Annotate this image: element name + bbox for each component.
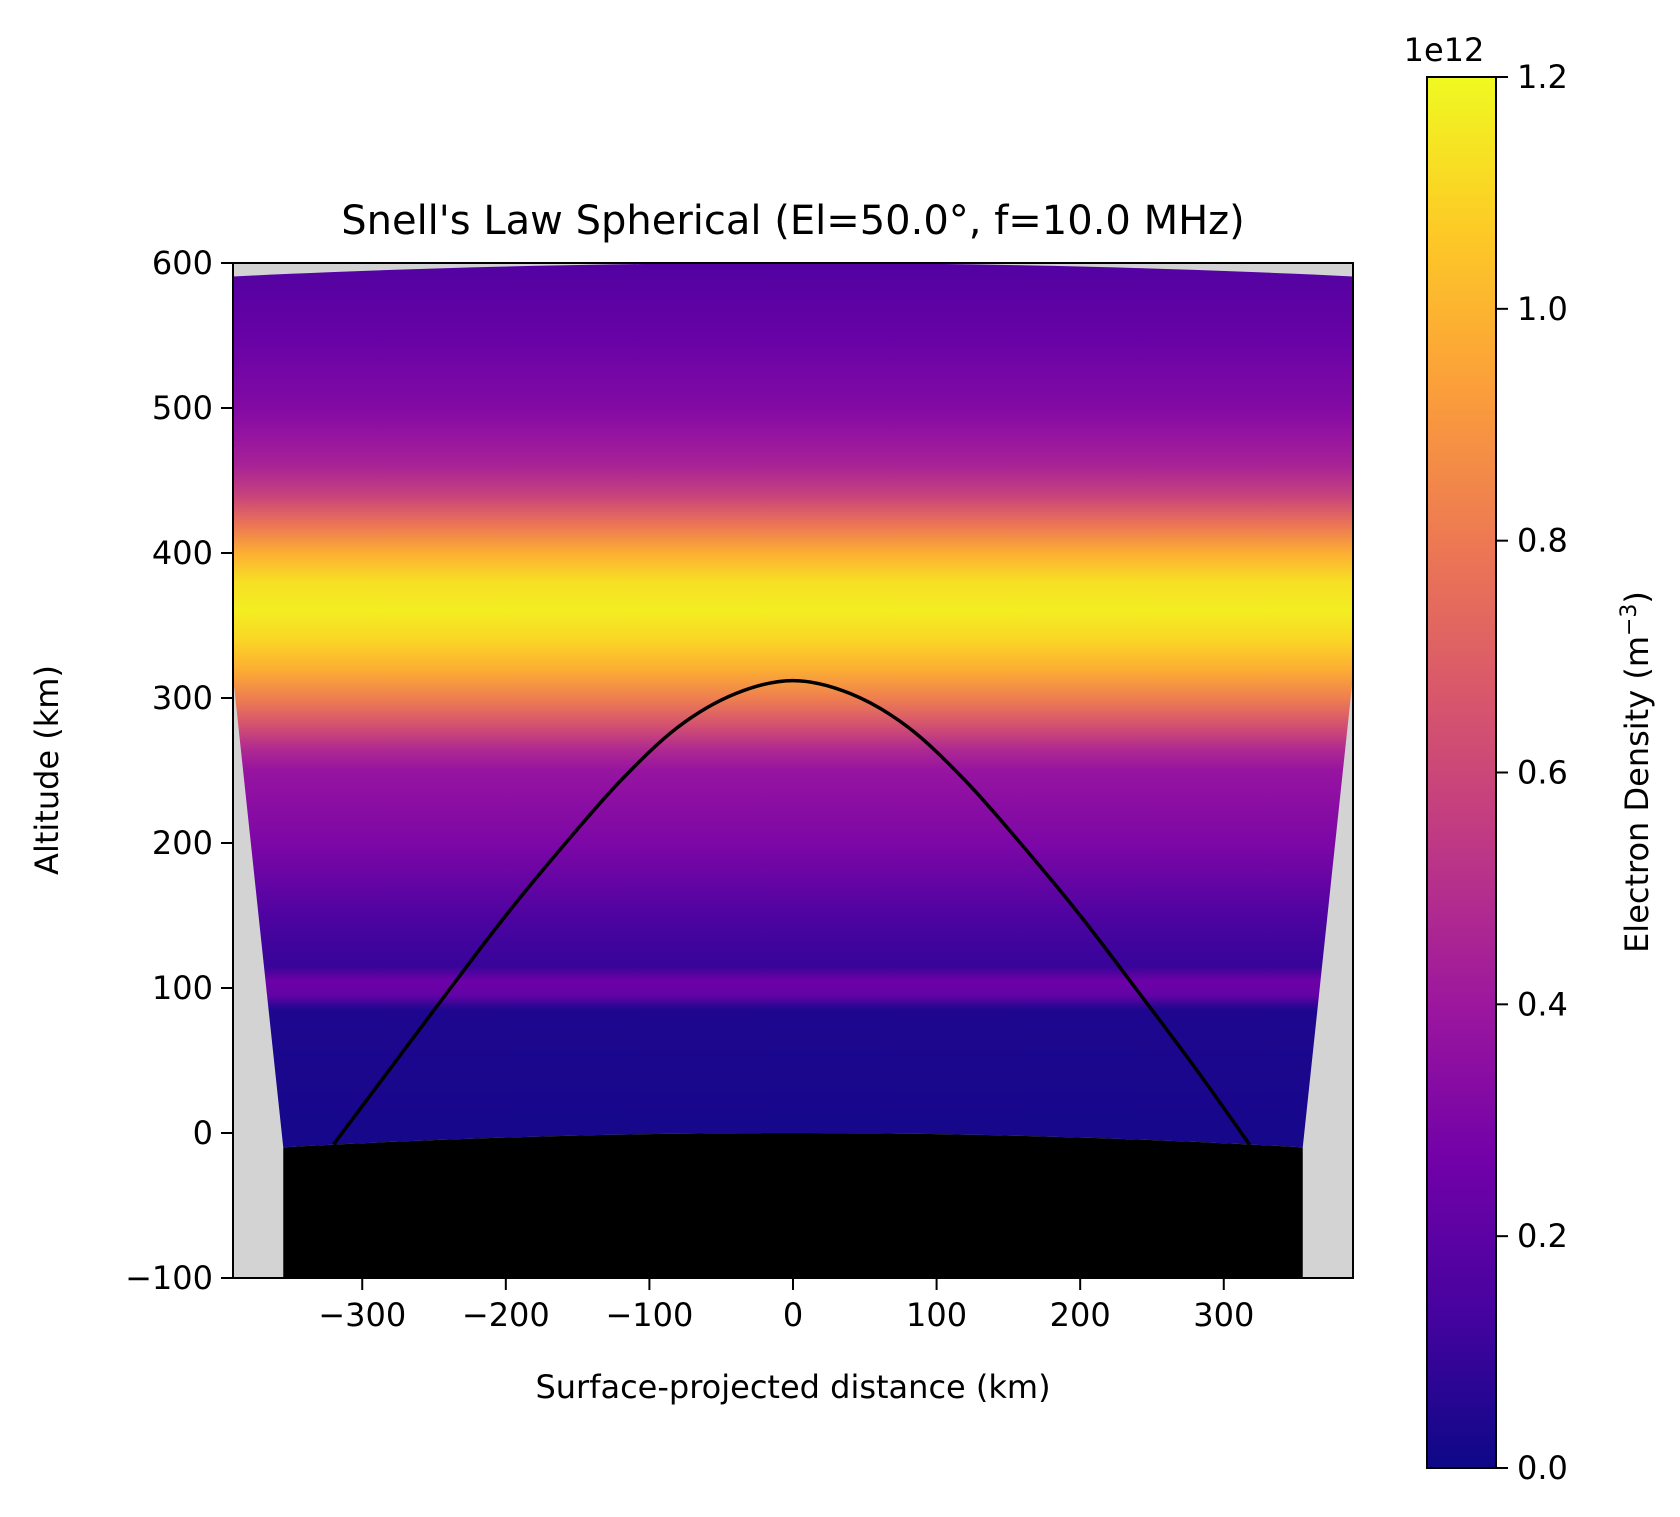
y-axis: −100 0 100 200 300 400 500 600 — [125, 244, 233, 1297]
y-tick-label: 600 — [152, 244, 213, 282]
colorbar-tick-label: 0.6 — [1517, 754, 1568, 792]
y-tick-label: 300 — [152, 679, 213, 717]
electron-density-field — [233, 263, 1353, 1148]
colorbar-tick-label: 0.8 — [1517, 522, 1568, 560]
colorbar-offset-text: 1e12 — [1404, 31, 1485, 69]
earth-ground — [283, 1133, 1303, 1278]
y-tick-label: 200 — [152, 824, 213, 862]
colorbar-tick-label: 0.4 — [1517, 985, 1568, 1023]
y-axis-label: Altitude (km) — [28, 665, 66, 875]
y-tick-label: 100 — [152, 969, 213, 1007]
y-tick-label: 400 — [152, 534, 213, 572]
y-tick-label: 0 — [193, 1114, 213, 1152]
x-axis: −300 −200 −100 0 100 200 300 — [318, 1278, 1254, 1334]
colorbar-ticks: 0.0 0.2 0.4 0.6 0.8 1.0 1.2 — [1496, 58, 1568, 1487]
plot-area — [232, 262, 1354, 1279]
colorbar-label-close: ) — [1618, 591, 1656, 603]
colorbar-gradient — [1427, 77, 1496, 1468]
x-tick-label: −100 — [605, 1296, 693, 1334]
x-tick-label: 300 — [1193, 1296, 1254, 1334]
x-tick-label: 100 — [906, 1296, 967, 1334]
ray-path — [332, 678, 1252, 1146]
y-tick-label: −100 — [125, 1259, 213, 1297]
colorbar-tick-label: 0.2 — [1517, 1217, 1568, 1255]
colorbar-tick-label: 1.0 — [1517, 290, 1568, 328]
colorbar-tick-label: 1.2 — [1517, 58, 1568, 96]
x-tick-label: −200 — [462, 1296, 550, 1334]
colorbar-label: Electron Density (m−3) — [1617, 591, 1656, 953]
colorbar: 0.0 0.2 0.4 0.6 0.8 1.0 1.2 1e12 Electron Dens… — [1404, 31, 1656, 1487]
colorbar-label-exponent: −3 — [1617, 604, 1642, 636]
chart-title: Snell's Law Spherical (El=50.0°, f=10.0 … — [341, 198, 1245, 244]
x-axis-label: Surface-projected distance (km) — [535, 1368, 1050, 1406]
x-tick-label: 0 — [783, 1296, 803, 1334]
x-tick-label: −300 — [318, 1296, 406, 1334]
colorbar-tick-label: 0.0 — [1517, 1449, 1568, 1487]
x-tick-label: 200 — [1050, 1296, 1111, 1334]
y-tick-label: 500 — [152, 389, 213, 427]
colorbar-label-main: Electron Density (m — [1618, 636, 1656, 953]
